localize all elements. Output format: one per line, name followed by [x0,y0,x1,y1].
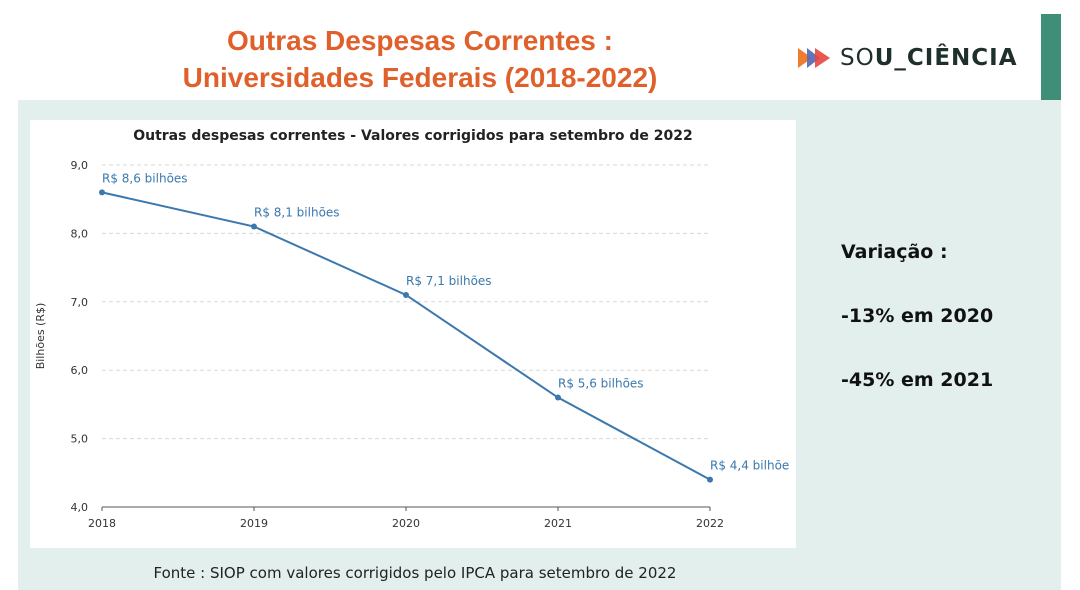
chart-container: Outras despesas correntes - Valores corr… [30,120,796,548]
slide-title-line2: Universidades Federais (2018-2022) [182,62,658,93]
x-tick-label: 2021 [544,517,572,530]
data-point [403,291,409,298]
logo-text: SOU_CIÊNCIA [840,45,1018,71]
y-tick-label: 5,0 [71,433,89,446]
line-chart: 4,0 5,0 6,0 7,0 8,0 9,0 2018 2019 2020 2021 2022 Bi… [34,159,789,530]
data-label: R$ 5,6 bilhões [558,377,644,391]
logo-prefix: SO [840,45,875,71]
variation-block: Variação : -13% em 2020 -45% em 2021 [841,241,993,433]
slide-title-line1: Outras Despesas Correntes : [227,25,613,56]
slide-title: Outras Despesas Correntes : Universidade… [120,22,720,96]
y-tick-label: 4,0 [71,501,89,514]
logo-suffix: U_CIÊNCIA [874,45,1018,71]
y-tick-label: 6,0 [71,364,89,377]
data-label: R$ 8,6 bilhões [102,171,188,185]
y-tick-label: 8,0 [71,227,89,240]
data-point [707,476,713,483]
data-point [99,189,105,196]
x-tick-label: 2018 [88,517,116,530]
data-point [555,394,561,401]
y-axis-label: Bilhões (R$) [34,303,47,370]
data-point [251,223,257,230]
variation-item-2021: -45% em 2021 [841,369,994,391]
accent-bar [1041,14,1061,100]
y-tick-label: 9,0 [71,159,89,172]
series-line [101,191,711,481]
data-label: R$ 8,1 bilhões [254,206,340,220]
logo-mark-icon [798,48,830,68]
sou-ciencia-logo: SOU_CIÊNCIA [798,44,1018,72]
variation-title: Variação : [841,241,948,263]
y-tick-label: 7,0 [71,296,89,309]
source-footer: Fonte : SIOP com valores corrigidos pelo… [153,564,677,582]
variation-item-2020: -13% em 2020 [841,305,994,327]
data-label: R$ 4,4 bilhõe [710,459,789,473]
data-label: R$ 7,1 bilhões [406,274,492,288]
x-tick-label: 2022 [696,517,724,530]
chart-title: Outras despesas correntes - Valores corr… [133,128,693,144]
x-tick-label: 2020 [392,517,420,530]
x-tick-label: 2019 [240,517,268,530]
